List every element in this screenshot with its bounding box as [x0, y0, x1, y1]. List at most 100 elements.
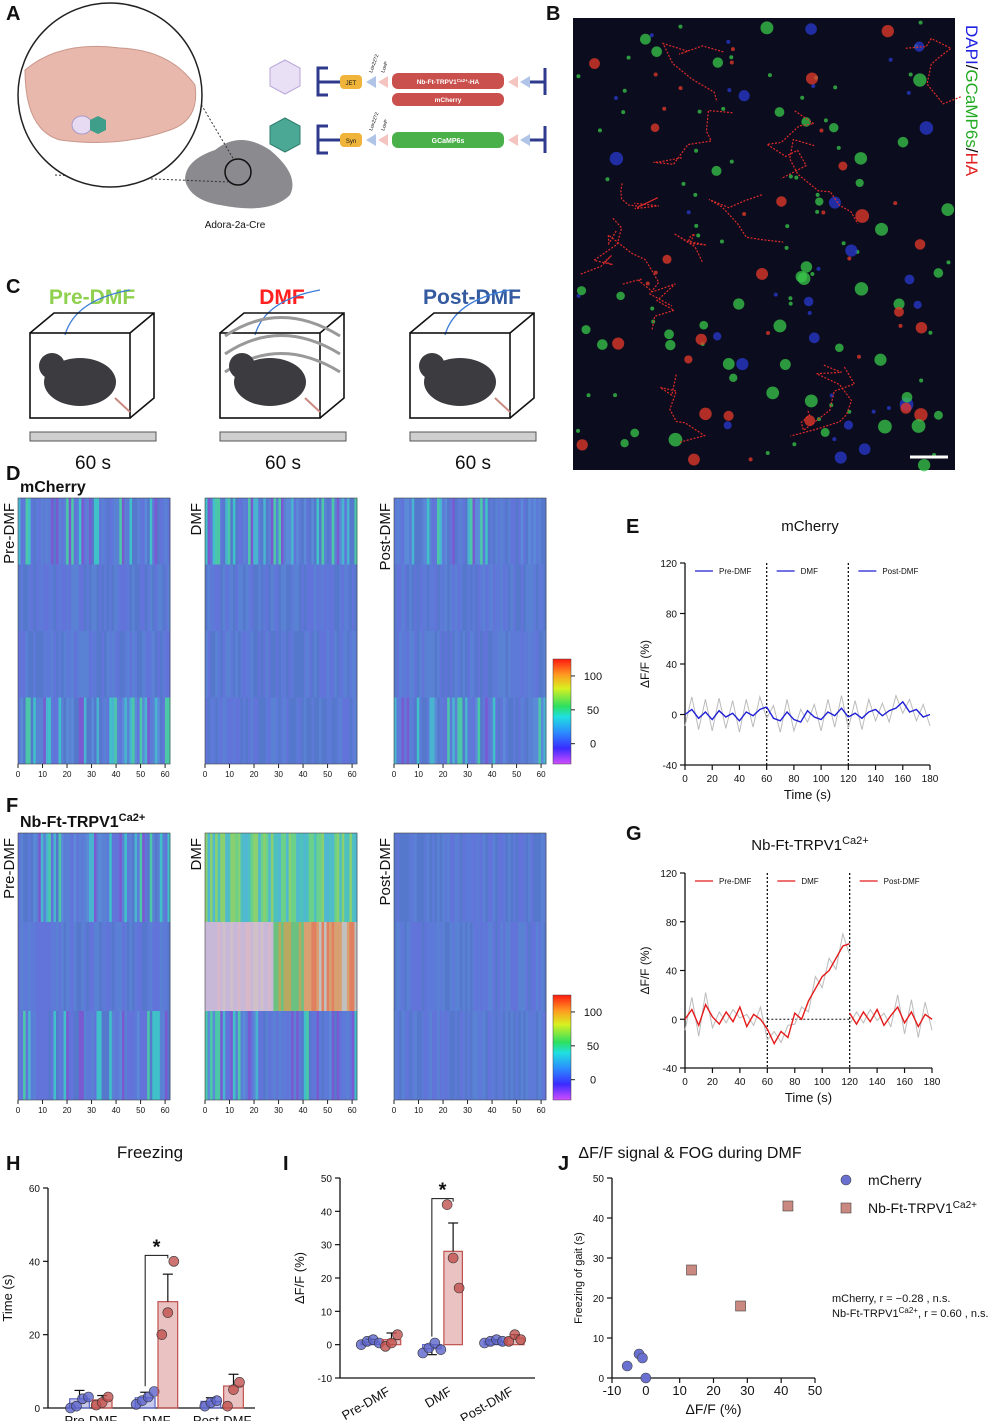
x-tick-label: DMF: [142, 1413, 170, 1421]
heatmap-cell: [500, 631, 504, 698]
heatmap-cell: [326, 498, 330, 565]
heatmap-cell: [43, 564, 47, 631]
heatmap-cell: [459, 833, 463, 922]
heatmap-cell: [475, 922, 478, 1011]
heatmap-cell: [164, 1011, 168, 1100]
heatmap-cell: [538, 564, 542, 631]
condition-label: Pre-DMF: [1, 503, 18, 564]
cell: [760, 21, 774, 35]
heatmap-cell: [99, 564, 102, 631]
heatmap-cell: [396, 498, 400, 565]
heatmap-cell: [129, 922, 133, 1011]
heatmap-cell: [399, 922, 402, 1011]
heatmap-cell: [48, 697, 52, 764]
cell: [804, 394, 818, 408]
heatmap-cell: [351, 564, 355, 631]
y-tick-label: 20: [321, 1274, 333, 1285]
heatmap-cell: [220, 922, 224, 1011]
heatmap-cell: [61, 564, 64, 631]
x-tick-label: 0: [203, 1106, 208, 1115]
x-tick-label: 80: [789, 1077, 801, 1088]
heatmap-cell: [94, 833, 97, 922]
heatmap-cell: [61, 1011, 64, 1100]
heatmap-cell: [243, 564, 246, 631]
heatmap-cell: [540, 697, 544, 764]
heatmap-cell: [134, 631, 138, 698]
heatmap-cell: [530, 922, 534, 1011]
heatmap-cell: [50, 697, 54, 764]
heatmap-cell: [346, 922, 350, 1011]
heatmap-cell: [298, 697, 302, 764]
heatmap-cell: [293, 833, 297, 922]
heatmap-cell: [96, 631, 100, 698]
heatmap-cell: [243, 498, 246, 565]
x-tick-label: 40: [488, 1106, 497, 1115]
x-tick-label: 100: [813, 774, 830, 785]
heatmap-cell: [205, 564, 208, 631]
trace: [847, 700, 931, 720]
heatmap-cell: [237, 833, 241, 922]
heatmap-cell: [263, 498, 267, 565]
cell: [803, 296, 814, 307]
heatmap-cell: [109, 697, 113, 764]
heatmap-cell: [56, 498, 59, 565]
cell: [800, 261, 813, 273]
cell: [841, 241, 846, 246]
heatmap-cell: [237, 1011, 241, 1100]
cell: [756, 267, 769, 280]
heatmap-cell: [215, 498, 219, 565]
heatmap-cell: [35, 1011, 39, 1100]
heatmap-cell: [124, 631, 128, 698]
heatmap-cell: [225, 833, 229, 922]
heatmap-cell: [313, 833, 317, 922]
heatmap-cell: [157, 697, 161, 764]
heatmap-cell: [235, 631, 239, 698]
virus-icon: [269, 117, 301, 153]
heatmap-cell: [154, 922, 158, 1011]
heatmap-cell: [351, 922, 355, 1011]
heatmap-cell: [286, 922, 289, 1011]
x-tick-label: 40: [488, 770, 497, 779]
y-axis-label: ΔF/F (%): [292, 1252, 307, 1304]
heatmap-cell: [472, 697, 476, 764]
heatmap-cell: [492, 1011, 496, 1100]
lox: [366, 134, 376, 146]
heatmap-cell: [513, 564, 516, 631]
heatmap-cell: [515, 631, 519, 698]
duration: 60 s: [455, 453, 491, 474]
cell: [650, 123, 660, 133]
heatmap-cell: [232, 498, 236, 565]
y-tick-label: 30: [593, 1254, 605, 1265]
heatmap-cell: [43, 1011, 47, 1100]
heatmap-cell: [104, 697, 108, 764]
heatmap-cell: [434, 833, 438, 922]
heatmap-cell: [58, 922, 62, 1011]
heatmap-cell: [426, 631, 430, 698]
heatmap-cell: [147, 631, 151, 698]
x-tick-label: 20: [707, 1077, 719, 1088]
colorbar-tick-label: 50: [587, 705, 599, 717]
heatmap-cell: [215, 631, 219, 698]
y-tick-label: 20: [29, 1331, 41, 1342]
cell: [653, 270, 658, 275]
heatmap-cell: [78, 631, 82, 698]
cell: [835, 343, 844, 353]
heatmap-cell: [94, 498, 97, 565]
panel-label: G: [626, 823, 642, 845]
heatmap-cell: [28, 833, 32, 922]
heatmap-cell: [68, 498, 72, 565]
heatmap-cell: [429, 498, 433, 565]
heatmap-frame: [17, 832, 171, 1101]
cell: [898, 323, 903, 328]
heatmap-cell: [432, 631, 435, 698]
heatmap-cell: [543, 922, 547, 1011]
heatmap-cell: [303, 498, 307, 565]
heatmap-cell: [270, 697, 274, 764]
heatmap-cell: [424, 833, 428, 922]
heatmap-cell: [71, 564, 75, 631]
heatmap-cell: [525, 1011, 529, 1100]
heatmap-cell: [45, 1011, 49, 1100]
heatmap-cell: [137, 564, 140, 631]
heatmap-cell: [144, 1011, 148, 1100]
heatmap-cell: [66, 1011, 70, 1100]
